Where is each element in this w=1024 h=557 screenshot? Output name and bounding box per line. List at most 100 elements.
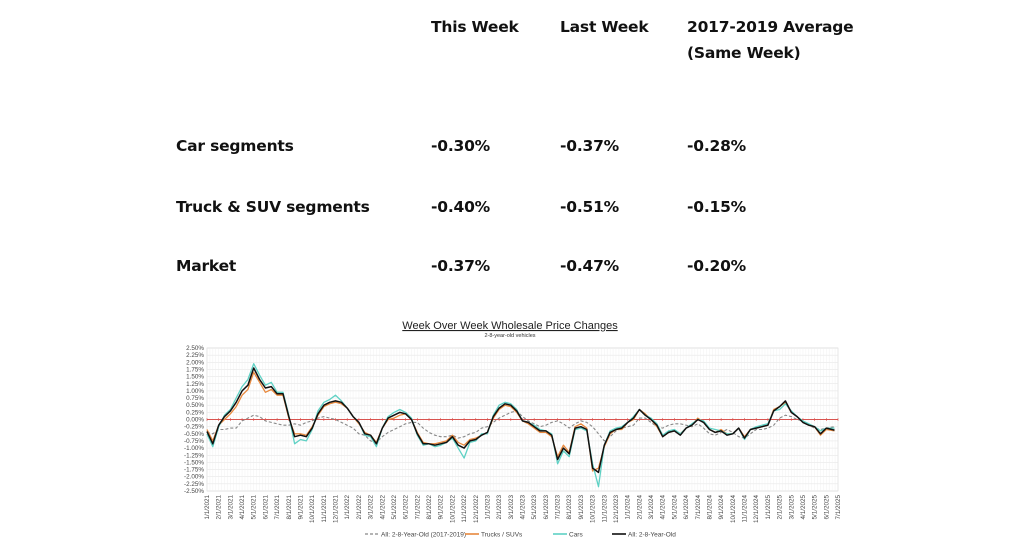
x-tick-label: 7/1/2025 [835, 495, 842, 520]
x-tick-label: 3/1/2023 [508, 495, 515, 520]
x-tick-label: 2/1/2021 [216, 495, 223, 520]
y-tick-label: -0.25% [184, 424, 204, 431]
cell-this-week: -0.30% [431, 137, 491, 155]
legend-label: All: 2-8-Year-Old (2017-2019) [381, 531, 466, 538]
x-tick-label: 2/1/2025 [777, 495, 784, 520]
x-tick-label: 9/1/2023 [578, 495, 585, 520]
x-tick-label: 4/1/2022 [379, 495, 386, 520]
y-tick-label: 1.00% [186, 388, 204, 395]
x-tick-label: 10/1/2022 [449, 495, 456, 524]
x-tick-label: 7/1/2024 [695, 495, 702, 520]
cell-last-week: -0.51% [560, 198, 620, 216]
x-tick-label: 4/1/2021 [239, 495, 246, 520]
chart-title: Week Over Week Wholesale Price Changes [402, 320, 618, 332]
x-tick-label: 7/1/2021 [274, 495, 281, 520]
y-tick-label: 1.25% [186, 381, 204, 388]
y-tick-label: -1.75% [184, 467, 204, 474]
header-2017-2019-average: 2017-2019 Average (Same Week) [687, 14, 854, 66]
cell-this-week: -0.40% [431, 198, 491, 216]
x-tick-label: 7/1/2023 [555, 495, 562, 520]
x-tick-label: 6/1/2024 [683, 495, 690, 520]
x-tick-label: 12/1/2023 [613, 495, 620, 524]
x-tick-label: 3/1/2025 [788, 495, 795, 520]
cell-average: -0.20% [687, 257, 747, 275]
y-tick-label: -2.00% [184, 474, 204, 481]
comparison-table: This Week Last Week 2017-2019 Average (S… [176, 14, 854, 275]
x-tick-label: 4/1/2023 [520, 495, 527, 520]
x-tick-label: 12/1/2021 [333, 495, 340, 524]
legend: All: 2-8-Year-Old (2017-2019) Trucks / SU… [365, 531, 676, 538]
legend-label: All: 2-8-Year-Old [628, 531, 676, 538]
y-tick-label: 0.25% [186, 409, 204, 416]
x-tick-label: 8/1/2023 [566, 495, 573, 520]
x-tick-label: 1/1/2022 [344, 495, 351, 520]
cell-this-week: -0.37% [431, 257, 491, 275]
y-tick-label: 2.50% [186, 345, 204, 352]
y-tick-label: -0.50% [184, 431, 204, 438]
x-tick-label: 6/1/2021 [262, 495, 269, 520]
x-tick-label: 11/1/2023 [601, 495, 608, 523]
x-tick-label: 9/1/2024 [718, 495, 725, 520]
x-tick-label: 12/1/2022 [473, 495, 480, 524]
header-avg-line1: 2017-2019 Average [687, 18, 854, 36]
x-tick-label: 6/1/2022 [403, 495, 410, 520]
x-tick-label: 10/1/2024 [730, 495, 737, 524]
y-tick-label: -0.75% [184, 438, 204, 445]
x-tick-label: 9/1/2021 [297, 495, 304, 520]
cell-last-week: -0.47% [560, 257, 620, 275]
row-label: Car segments [176, 137, 294, 155]
x-tick-label: 11/1/2021 [321, 495, 328, 523]
y-tick-label: 1.50% [186, 374, 204, 381]
x-tick-label: 1/1/2021 [204, 495, 211, 520]
chart-subtitle: 2-8-year-old vehicles [484, 333, 535, 339]
header-avg-line2: (Same Week) [687, 44, 801, 62]
x-tick-label: 3/1/2024 [648, 495, 655, 520]
y-tick-label: -1.50% [184, 459, 204, 466]
x-tick-label: 4/1/2024 [660, 495, 667, 520]
cell-last-week: -0.37% [560, 137, 620, 155]
x-tick-label: 1/1/2024 [625, 495, 632, 520]
x-tick-label: 11/1/2024 [742, 495, 749, 523]
y-tick-label: -1.00% [184, 445, 204, 452]
x-tick-label: 5/1/2021 [251, 495, 258, 520]
y-tick-label: -2.50% [184, 488, 204, 495]
y-tick-label: 2.00% [186, 359, 204, 366]
x-tick-label: 4/1/2025 [800, 495, 807, 520]
x-tick-label: 3/1/2021 [227, 495, 234, 520]
x-tick-label: 2/1/2023 [496, 495, 503, 520]
x-tick-label: 8/1/2024 [706, 495, 713, 520]
y-tick-label: 2.25% [186, 352, 204, 359]
x-tick-label: 8/1/2022 [426, 495, 433, 520]
x-tick-label: 12/1/2024 [753, 495, 760, 524]
x-tick-label: 1/1/2025 [765, 495, 772, 520]
x-tick-label: 6/1/2023 [543, 495, 550, 520]
y-tick-label: 1.75% [186, 366, 204, 373]
wow-price-chart: Week Over Week Wholesale Price Changes 2… [184, 320, 842, 538]
x-tick-label: 10/1/2023 [590, 495, 597, 524]
x-tick-label: 5/1/2022 [391, 495, 398, 520]
x-axis: 1/1/2021 2/1/2021 3/1/2021 4/1/2021 5/1/2021… [204, 495, 842, 524]
x-tick-label: 1/1/2023 [484, 495, 491, 520]
y-tick-label: -2.25% [184, 481, 204, 488]
y-axis: 2.50%2.25%2.00%1.75%1.50%1.25%1.00%0.75%… [184, 345, 204, 495]
x-tick-label: 3/1/2022 [368, 495, 375, 520]
x-tick-label: 5/1/2023 [531, 495, 538, 520]
x-tick-label: 5/1/2024 [671, 495, 678, 520]
y-tick-label: -1.25% [184, 452, 204, 459]
legend-label: Cars [569, 531, 583, 538]
series-line-all-2-8-year-old [206, 367, 835, 474]
x-tick-label: 2/1/2024 [636, 495, 643, 520]
cell-average: -0.15% [687, 198, 747, 216]
header-last-week: Last Week [560, 18, 649, 36]
x-tick-label: 2/1/2022 [356, 495, 363, 520]
x-tick-label: 5/1/2025 [812, 495, 819, 520]
x-tick-label: 9/1/2022 [438, 495, 445, 520]
row-label: Market [176, 257, 237, 275]
y-tick-label: 0.50% [186, 402, 204, 409]
header-this-week: This Week [431, 18, 519, 36]
y-tick-label: 0.75% [186, 395, 204, 402]
x-tick-label: 8/1/2021 [286, 495, 293, 520]
series-group [206, 363, 835, 488]
y-tick-label: 0.00% [186, 417, 204, 424]
x-tick-label: 10/1/2021 [309, 495, 316, 524]
